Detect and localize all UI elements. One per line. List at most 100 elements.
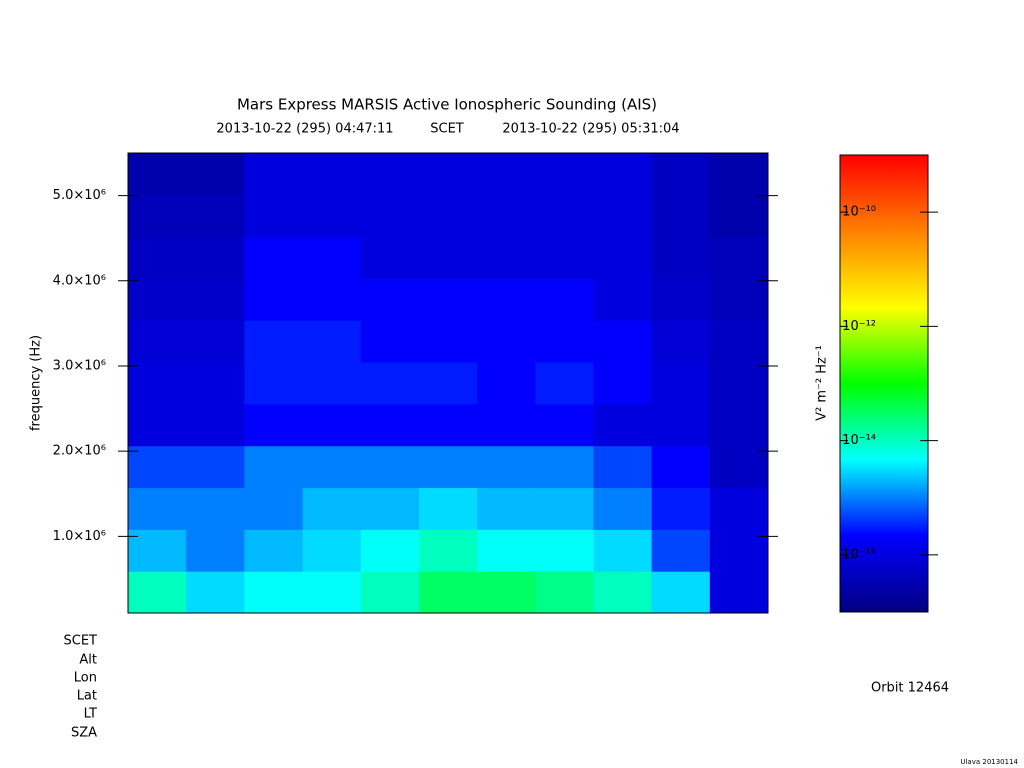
heatmap-cell bbox=[593, 487, 653, 530]
heatmap-cell bbox=[535, 153, 594, 196]
heatmap-cell bbox=[360, 529, 420, 572]
colorbar bbox=[839, 154, 929, 613]
heatmap-cell bbox=[418, 194, 478, 238]
heatmap-cell bbox=[360, 236, 420, 279]
heatmap-cell bbox=[418, 236, 478, 279]
heatmap-cell bbox=[128, 153, 187, 196]
heatmap-cell bbox=[302, 445, 362, 489]
heatmap-cell bbox=[186, 445, 245, 489]
heatmap-cell bbox=[360, 362, 420, 405]
heatmap-cell bbox=[477, 320, 536, 363]
row-label: LT bbox=[84, 707, 97, 722]
heatmap-cell bbox=[244, 571, 304, 614]
heatmap-cell bbox=[709, 571, 769, 614]
heatmap-cell bbox=[128, 571, 187, 614]
heatmap-cell bbox=[593, 194, 653, 238]
heatmap-cell bbox=[418, 278, 478, 321]
heatmap-cell bbox=[128, 403, 187, 447]
heatmap-cell bbox=[186, 529, 245, 572]
y-tick-label: 1.0×10⁶ bbox=[53, 529, 106, 544]
heatmap-cell bbox=[593, 236, 653, 279]
heatmap-cell bbox=[186, 571, 245, 614]
heatmap-cell bbox=[593, 529, 653, 572]
row-label: SZA bbox=[71, 726, 97, 741]
heatmap-cell bbox=[186, 362, 245, 405]
heatmap-cell bbox=[128, 362, 187, 405]
time-label: SCET bbox=[430, 122, 464, 137]
heatmap-cell bbox=[302, 571, 362, 614]
heatmap-cell bbox=[651, 403, 711, 447]
heatmap-cell bbox=[651, 320, 711, 363]
footer: Ulava 20130114 bbox=[960, 758, 1018, 766]
plot-frame bbox=[127, 152, 769, 614]
heatmap-cell bbox=[535, 487, 594, 530]
heatmap-cell bbox=[360, 278, 420, 321]
heatmap-cell bbox=[418, 153, 478, 196]
row-label: Lon bbox=[74, 671, 97, 686]
heatmap-cell bbox=[244, 403, 304, 447]
heatmap-cell bbox=[360, 194, 420, 238]
heatmap-cell bbox=[709, 487, 769, 530]
heatmap-cell bbox=[302, 362, 362, 405]
heatmap-cell bbox=[477, 571, 536, 614]
y-axis-label: frequency (Hz) bbox=[29, 335, 44, 431]
heatmap-cell bbox=[186, 236, 245, 279]
heatmap-cell bbox=[477, 403, 536, 447]
heatmap-cell bbox=[651, 194, 711, 238]
heatmap-cell bbox=[302, 278, 362, 321]
heatmap-cell bbox=[302, 487, 362, 530]
heatmap-cell bbox=[128, 445, 187, 489]
heatmap-cell bbox=[593, 445, 653, 489]
heatmap-cell bbox=[651, 278, 711, 321]
heatmap-cell bbox=[128, 236, 187, 279]
heatmap-cell bbox=[477, 529, 536, 572]
heatmap-cell bbox=[535, 320, 594, 363]
heatmap-cell bbox=[535, 194, 594, 238]
y-tick-label: 3.0×10⁶ bbox=[53, 358, 106, 373]
heatmap-cell bbox=[302, 236, 362, 279]
heatmap-cell bbox=[651, 571, 711, 614]
heatmap-cell bbox=[709, 362, 769, 405]
heatmap-cell bbox=[535, 445, 594, 489]
heatmap-cell bbox=[709, 194, 769, 238]
heatmap-cell bbox=[302, 194, 362, 238]
heatmap-cell bbox=[709, 445, 769, 489]
heatmap-cell bbox=[477, 362, 536, 405]
y-tick-label: 4.0×10⁶ bbox=[53, 273, 106, 288]
heatmap-cell bbox=[709, 403, 769, 447]
colorbar-tick-label: 10⁻¹⁶ bbox=[842, 547, 876, 562]
colorbar-label: V² m⁻² Hz⁻¹ bbox=[815, 345, 830, 421]
heatmap-cell bbox=[244, 487, 304, 530]
heatmap-cell bbox=[418, 529, 478, 572]
heatmap-cell bbox=[302, 153, 362, 196]
y-tick-label: 2.0×10⁶ bbox=[53, 444, 106, 459]
heatmap-cell bbox=[244, 445, 304, 489]
heatmap-cell bbox=[651, 153, 711, 196]
heatmap-cell bbox=[418, 571, 478, 614]
heatmap-cell bbox=[302, 320, 362, 363]
colorbar-tick-label: 10⁻¹⁴ bbox=[842, 433, 876, 448]
heatmap-cell bbox=[244, 320, 304, 363]
heatmap-cell bbox=[186, 403, 245, 447]
heatmap-cell bbox=[186, 194, 245, 238]
heatmap-cell bbox=[418, 362, 478, 405]
heatmap-cell bbox=[651, 362, 711, 405]
heatmap-cell bbox=[244, 529, 304, 572]
y-tick-label: 5.0×10⁶ bbox=[53, 188, 106, 203]
heatmap-cell bbox=[360, 153, 420, 196]
heatmap-cell bbox=[128, 529, 187, 572]
heatmap-cell bbox=[535, 236, 594, 279]
heatmap-cell bbox=[418, 445, 478, 489]
heatmap-cell bbox=[593, 571, 653, 614]
heatmap-cell bbox=[360, 403, 420, 447]
row-label: Alt bbox=[79, 653, 97, 668]
heatmap-cell bbox=[535, 403, 594, 447]
heatmap-cell bbox=[244, 362, 304, 405]
heatmap-cell bbox=[360, 445, 420, 489]
heatmap-cell bbox=[477, 194, 536, 238]
heatmap-cell bbox=[302, 529, 362, 572]
row-label: SCET bbox=[64, 634, 98, 649]
heatmap-cell bbox=[128, 278, 187, 321]
heatmap-cell bbox=[535, 571, 594, 614]
heatmap-cell bbox=[477, 153, 536, 196]
